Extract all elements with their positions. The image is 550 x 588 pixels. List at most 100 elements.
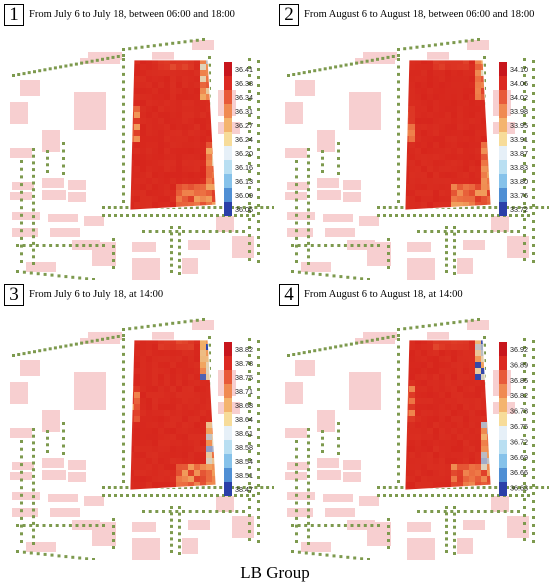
heat-cell: [421, 124, 428, 131]
heat-cell: [152, 404, 159, 411]
tree: [387, 245, 390, 248]
heat-cell: [152, 202, 159, 209]
heat-cell: [481, 142, 488, 149]
legend-label: 34.02: [510, 93, 528, 102]
heat-cell: [457, 148, 464, 155]
tree: [148, 510, 152, 513]
tree: [523, 522, 526, 525]
heat-cell: [463, 380, 470, 387]
heat-cell: [134, 172, 141, 179]
heat-cell: [463, 464, 470, 471]
tree: [257, 524, 260, 527]
tree: [523, 338, 526, 341]
tree: [257, 140, 260, 143]
heat-cell: [182, 392, 189, 399]
tree: [257, 132, 260, 135]
tree: [248, 514, 251, 517]
tree: [122, 435, 125, 439]
heat-cell: [445, 76, 452, 83]
heat-cell: [451, 398, 458, 405]
heat-cell: [439, 428, 446, 435]
tree: [48, 347, 52, 351]
heat-cell: [409, 446, 416, 453]
heat-cell: [212, 70, 216, 77]
legend-label: 33.91: [510, 135, 528, 144]
heat-cell: [170, 374, 177, 381]
tree: [122, 450, 125, 454]
heat-cell: [164, 482, 171, 489]
heat-cell: [134, 202, 141, 209]
heat-cell: [130, 470, 135, 477]
heat-cell: [200, 428, 207, 435]
heat-cell: [427, 118, 434, 125]
heat-cell: [134, 196, 141, 203]
tree: [523, 258, 526, 261]
tree: [397, 442, 400, 446]
building: [359, 496, 379, 506]
tree: [339, 344, 343, 348]
heat-cell: [194, 428, 201, 435]
heat-cell: [164, 362, 171, 369]
heat-cell: [134, 94, 141, 101]
heat-cell: [475, 410, 482, 417]
tree: [467, 494, 470, 497]
tree: [122, 87, 125, 91]
tree: [85, 60, 89, 64]
heat-cell: [427, 202, 434, 209]
tree: [476, 486, 480, 489]
heat-cell: [164, 94, 171, 101]
heat-cell: [146, 94, 153, 101]
tree: [363, 524, 367, 527]
heat-cell: [427, 124, 434, 131]
heat-cell: [212, 368, 216, 375]
heat-cell: [176, 386, 183, 393]
tree: [95, 338, 99, 342]
tree: [202, 318, 205, 321]
legend-swatch: [499, 384, 507, 398]
tree: [497, 214, 500, 217]
building: [68, 192, 86, 202]
heat-cell: [152, 100, 159, 107]
tree: [295, 183, 298, 187]
tree: [523, 98, 526, 101]
tree: [248, 130, 251, 133]
tree: [291, 524, 294, 527]
heat-cell: [451, 166, 458, 173]
tree: [125, 486, 129, 489]
tree: [170, 263, 173, 267]
heat-cell: [457, 88, 464, 95]
heat-cell: [421, 470, 428, 477]
tree: [473, 494, 476, 497]
heat-cell: [146, 344, 153, 351]
tree: [494, 486, 498, 489]
site-plan: [10, 318, 274, 560]
building: [10, 472, 32, 480]
heat-cell: [421, 178, 428, 185]
heat-cell: [188, 136, 195, 143]
heat-cell: [134, 404, 141, 411]
tree: [138, 214, 141, 217]
heat-cell: [475, 482, 482, 489]
heat-cell: [457, 70, 464, 77]
heat-cell: [409, 482, 416, 489]
tree: [122, 420, 125, 424]
legend-label: 36.13: [235, 177, 253, 186]
tree: [202, 38, 205, 41]
tree: [234, 494, 237, 497]
heat-cell: [475, 362, 482, 369]
heat-cell: [146, 118, 153, 125]
heat-cell: [457, 344, 464, 351]
heat-cell: [182, 190, 189, 197]
heat-cell: [487, 410, 491, 417]
heat-cell: [134, 398, 141, 405]
heat-cell: [439, 464, 446, 471]
heat-cell: [152, 94, 159, 101]
heat-cell: [146, 100, 153, 107]
heat-cell: [176, 344, 183, 351]
heat-cell: [481, 416, 488, 423]
tree: [547, 206, 549, 209]
heat-cell: [200, 458, 207, 465]
tree: [350, 524, 354, 527]
tree: [532, 196, 535, 199]
heat-cell: [469, 410, 476, 417]
